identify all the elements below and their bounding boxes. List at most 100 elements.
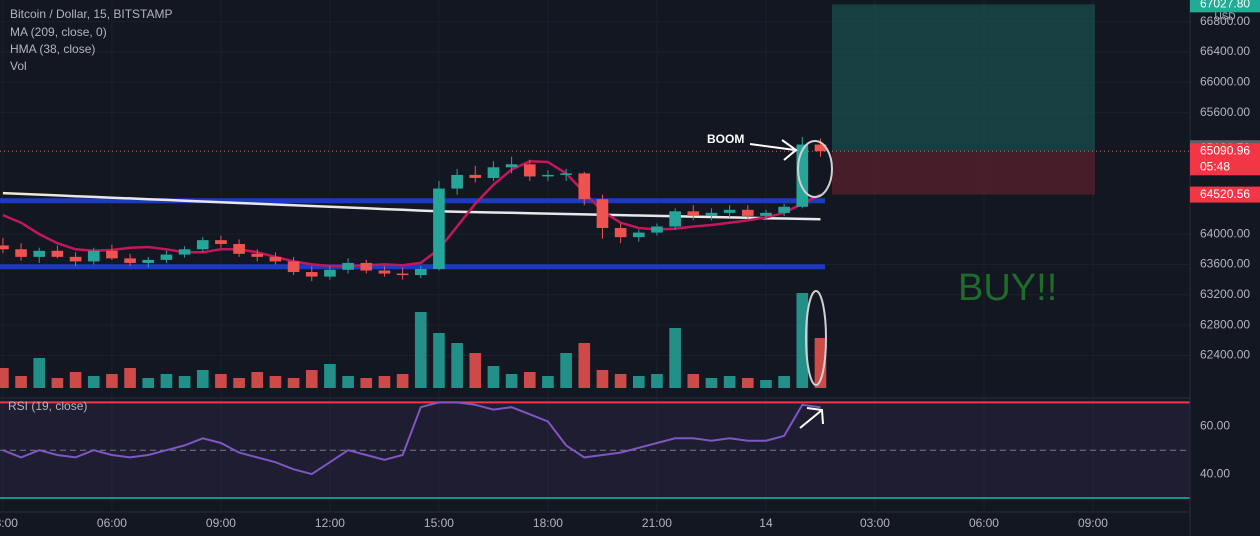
candle-body	[523, 164, 536, 177]
annotation-boom: BOOM	[707, 132, 744, 146]
candle-body	[178, 249, 191, 255]
candle-body	[505, 164, 518, 168]
volume-bar	[142, 378, 155, 388]
y-tick-label: 63600.00	[1200, 257, 1250, 271]
volume-bar	[233, 378, 245, 388]
ma-line	[2, 191, 821, 221]
volume-bar	[69, 372, 82, 388]
x-tick-label: 06:00	[969, 516, 999, 530]
volume-bar	[814, 338, 827, 388]
chart-title: Bitcoin / Dollar, 15, BITSTAMP	[10, 7, 173, 21]
candle-body	[542, 174, 554, 177]
volume-bar	[196, 370, 209, 388]
x-tick-label: 14	[759, 516, 773, 530]
y-tick-label: 65600.00	[1200, 105, 1250, 119]
volume-bar	[178, 376, 191, 388]
candle-body	[705, 212, 718, 216]
rsi-legend: RSI (19, close)	[8, 399, 87, 413]
candle-body	[560, 173, 572, 175]
candle-body	[15, 249, 27, 257]
volume-bar	[487, 366, 500, 388]
volume-bar	[632, 376, 645, 388]
candle-body	[69, 256, 82, 262]
candle-body	[651, 226, 663, 233]
candle-body	[287, 261, 300, 273]
volume-bar	[342, 376, 354, 388]
candle-body	[669, 211, 681, 227]
annotation-buy: BUY!!	[958, 267, 1057, 309]
volume-bar	[451, 343, 463, 388]
volume-bar	[215, 374, 227, 388]
candle-body	[160, 254, 173, 260]
x-tick-label: 03:00	[0, 516, 18, 530]
annotations	[749, 139, 833, 429]
volume-bar	[324, 364, 336, 388]
volume-bar	[687, 374, 700, 388]
candle-body	[451, 174, 463, 189]
candle-body	[414, 269, 427, 276]
arrow-rsi	[799, 407, 824, 429]
candle-body	[578, 173, 591, 200]
candle-body	[0, 245, 9, 250]
price-tag-label: 65090.96	[1200, 143, 1250, 157]
volume-bar	[523, 372, 536, 388]
candle-body	[741, 209, 754, 216]
volume-bar	[251, 372, 264, 388]
x-tick-label: 09:00	[1078, 516, 1108, 530]
price-tag	[1190, 0, 1260, 13]
volume-bar	[669, 328, 681, 388]
volume-bar	[269, 376, 282, 388]
candle-body	[723, 209, 736, 213]
candle-body	[614, 228, 627, 238]
candle-body	[760, 212, 772, 216]
volume-bar	[705, 378, 718, 388]
candle-body	[87, 250, 100, 262]
candle-body	[796, 144, 809, 207]
volume-bar	[51, 378, 64, 388]
candle-body	[269, 256, 282, 262]
volume-bar	[723, 376, 736, 388]
price-tag-label: 64520.56	[1200, 187, 1250, 201]
x-tick-label: 12:00	[315, 516, 345, 530]
price-tag-label: 67027.80	[1200, 0, 1250, 11]
volume-bar	[578, 343, 591, 388]
price-tag	[1190, 186, 1260, 203]
currency: USD	[1214, 12, 1235, 23]
volume-bar	[0, 368, 9, 388]
volume-bar	[287, 378, 300, 388]
volume-bar	[160, 374, 173, 388]
arrow-boom	[749, 139, 798, 161]
rsi-tick-label: 40.00	[1200, 466, 1230, 480]
volume-bar	[106, 374, 118, 388]
y-tick-label: 62800.00	[1200, 317, 1250, 331]
legend-vol: Vol	[10, 59, 27, 73]
stop-zone	[832, 151, 1095, 195]
candle-body	[469, 174, 482, 178]
volume-bar	[469, 353, 482, 388]
volume-bar	[87, 376, 100, 388]
candle-body	[124, 258, 136, 263]
x-tick-label: 06:00	[97, 516, 127, 530]
volume-bar	[741, 378, 754, 388]
candle-body	[51, 250, 64, 257]
x-tick-label: 03:00	[860, 516, 890, 530]
rsi-tick-label: 60.00	[1200, 418, 1230, 432]
candle-body	[396, 273, 409, 276]
candle-body	[106, 250, 118, 259]
volume-bar	[396, 374, 409, 388]
legend-hma: HMA (38, close)	[10, 42, 95, 56]
candle-body	[142, 259, 155, 263]
y-tick-label: 66800.00	[1200, 14, 1250, 28]
volume-bar	[596, 370, 609, 388]
volume-bar	[760, 380, 772, 388]
volume-bar	[33, 358, 46, 388]
candle-body	[305, 272, 318, 277]
candle-body	[596, 199, 609, 229]
x-tick-label: 09:00	[206, 516, 236, 530]
candle-body	[251, 253, 264, 257]
volume-bar	[778, 376, 790, 388]
x-tick-label: 21:00	[642, 516, 672, 530]
candle-body	[778, 206, 790, 213]
volume-bar	[614, 374, 627, 388]
